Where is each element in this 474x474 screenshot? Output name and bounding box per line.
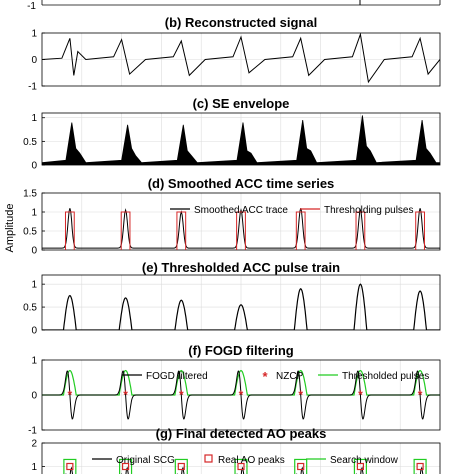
e-ytick-label: 1 [31, 280, 37, 291]
d-ytick-label: 0 [31, 246, 37, 257]
g-legend-label-scg: Original SCG [116, 455, 175, 466]
f-nzcp-marker: * [68, 388, 73, 402]
panel-a-tick-label: -1 [27, 1, 36, 12]
g-legend-label-ao: Real AO peaks [218, 455, 285, 466]
d-threshold-pulse [295, 211, 306, 250]
f-legend-swatch-nzcp: * [262, 369, 268, 384]
g-search-window [353, 458, 367, 474]
f-legend-label-pulses: Thresholded pulses [342, 371, 429, 382]
figure-y-axis-label: Amplitude [4, 204, 16, 253]
f-nzcp-marker: * [418, 388, 423, 402]
f-nzcp-marker: * [179, 388, 184, 402]
c-ytick-label: 1 [31, 113, 37, 124]
g-search-window [174, 458, 188, 474]
g-ao-peak-marker [66, 462, 74, 471]
d-threshold-pulse [64, 211, 75, 250]
f-ytick-label: 1 [31, 356, 37, 367]
b-signal-line [42, 33, 440, 84]
panel-g-final-ao-peaks: 2 1 (g) Final detected AO peaks Original SC… [31, 426, 441, 474]
panel-f-fogd-filtering: 10-1(f) FOGD filtering* * * * * * *FOGD filter… [28, 343, 441, 437]
d-threshold-pulse [236, 211, 246, 250]
e-ytick-label: 0 [31, 326, 37, 337]
g-ao-peak-marker [416, 462, 424, 471]
f-legend: FOGD filtered * NZCP Thresholded pulses [122, 369, 429, 384]
g-legend: Original SCG Real AO peaks Search window [92, 454, 399, 466]
panel-b-reconstructed-signal: 1 0 -1 (b) Reconstructed signal [28, 15, 441, 93]
g-search-window [413, 458, 427, 474]
b-title: (b) Reconstructed signal [165, 15, 317, 30]
g-ao-peak-marker [297, 462, 305, 471]
d-smoothed-trace [42, 208, 440, 249]
d-legend-label-pulses: Thresholding pulses [324, 205, 414, 216]
g-search-window [119, 458, 133, 474]
d-legend-label-trace: Smoothed ACC trace [194, 205, 288, 216]
c-ytick-label: 0.5 [23, 137, 37, 148]
g-search-window [63, 458, 77, 474]
g-ytick-label: 2 [31, 439, 37, 450]
f-legend-label-fogd: FOGD filtered [146, 371, 208, 382]
b-ytick-label: 0 [31, 55, 37, 66]
f-title: (f) FOGD filtering [188, 343, 293, 358]
e-ytick-label: 0.5 [23, 303, 37, 314]
d-threshold-pulse [120, 211, 131, 250]
e-pulse-train [42, 283, 440, 330]
d-threshold-pulse [415, 211, 425, 250]
g-title: (g) Final detected AO peaks [156, 426, 327, 441]
f-legend-label-nzcp: NZCP [276, 371, 304, 382]
f-fogd-filtered [42, 370, 440, 420]
g-ytick-label: 1 [31, 462, 37, 473]
d-legend: Smoothed ACC trace Thresholding pulses [170, 205, 414, 216]
panel-d-smoothed-acc: 1.5 1 0.5 0 (d) Smoothed ACC time series Smoo… [23, 176, 441, 257]
d-ytick-label: 0.5 [23, 227, 37, 238]
c-plot-area [42, 115, 440, 165]
c-envelope-area [42, 115, 440, 165]
f-plot-area: * * * * * * * [42, 369, 440, 420]
b-ytick-label: -1 [28, 82, 37, 93]
f-thresholded-pulses [42, 369, 440, 396]
g-legend-swatch-ao [204, 454, 213, 463]
d-axes-frame [41, 192, 441, 251]
f-nzcp-marker: * [298, 388, 303, 402]
g-ao-peak-marker [237, 462, 245, 471]
panel-a-remnant: -1 [27, 0, 441, 12]
d-plot-area [42, 208, 440, 250]
panel-e-thresholded-pulse-train: 1 0.5 0 (e) Thresholded ACC pulse train [23, 260, 441, 337]
f-ytick-label: 0 [31, 391, 37, 402]
g-legend-label-window: Search window [330, 455, 399, 466]
d-ytick-label: 1.5 [23, 189, 37, 200]
g-plot-area [63, 458, 427, 474]
g-search-window [294, 458, 308, 474]
d-title: (d) Smoothed ACC time series [148, 176, 335, 191]
e-plot-area [42, 283, 440, 330]
d-threshold-pulse [176, 211, 187, 250]
g-ao-peak-marker [177, 462, 185, 471]
f-ytick-label: -1 [28, 426, 37, 437]
f-nzcp-marker: * [239, 388, 244, 402]
g-ao-peak-marker [121, 462, 130, 471]
b-ytick-label: 1 [31, 29, 37, 40]
g-ao-peak-marker [356, 462, 364, 471]
e-axes-frame [41, 274, 441, 331]
c-title: (c) SE envelope [193, 96, 290, 111]
b-plot-area [42, 33, 440, 84]
f-nzcp-marker: * [358, 388, 363, 402]
c-ytick-label: 0 [31, 161, 37, 172]
f-nzcp-marker: * [123, 388, 128, 402]
d-ytick-label: 1 [31, 208, 37, 219]
panel-c-se-envelope: 1 0.5 0 (c) SE envelope [23, 96, 441, 172]
g-search-window [234, 458, 248, 474]
d-threshold-pulse [355, 211, 366, 250]
e-title: (e) Thresholded ACC pulse train [142, 260, 340, 275]
